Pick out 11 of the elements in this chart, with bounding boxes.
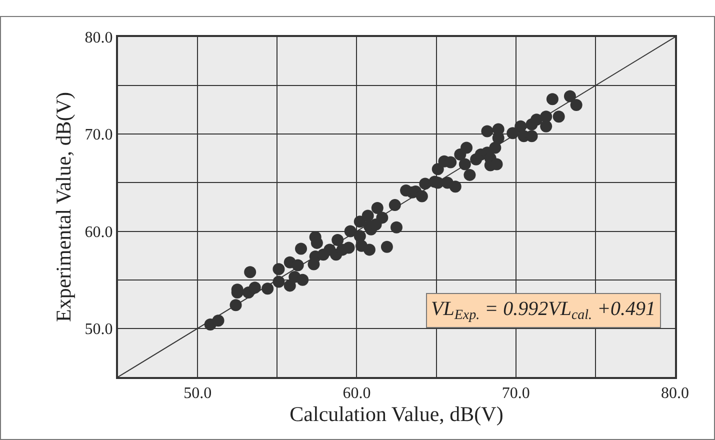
- x-tick-label: 80.0: [661, 385, 689, 402]
- y-tick-label: 60.0: [84, 224, 113, 241]
- y-tick-label: 50.0: [84, 321, 113, 338]
- x-tick-label: 60.0: [342, 385, 371, 402]
- x-axis-title: Calculation Value, dB(V): [290, 402, 504, 426]
- annotation: VL$_{Exp.}$ = 0.992VL$_{cal.}$ +0.491: [431, 298, 656, 324]
- y-tick-label: 70.0: [84, 126, 113, 144]
- x-tick-label: 50.0: [184, 385, 212, 402]
- x-tick-label: 70.0: [502, 385, 530, 402]
- y-tick-label: 80.0: [84, 30, 113, 47]
- y-axis-title: Experimental Value, dB(V): [51, 92, 76, 322]
